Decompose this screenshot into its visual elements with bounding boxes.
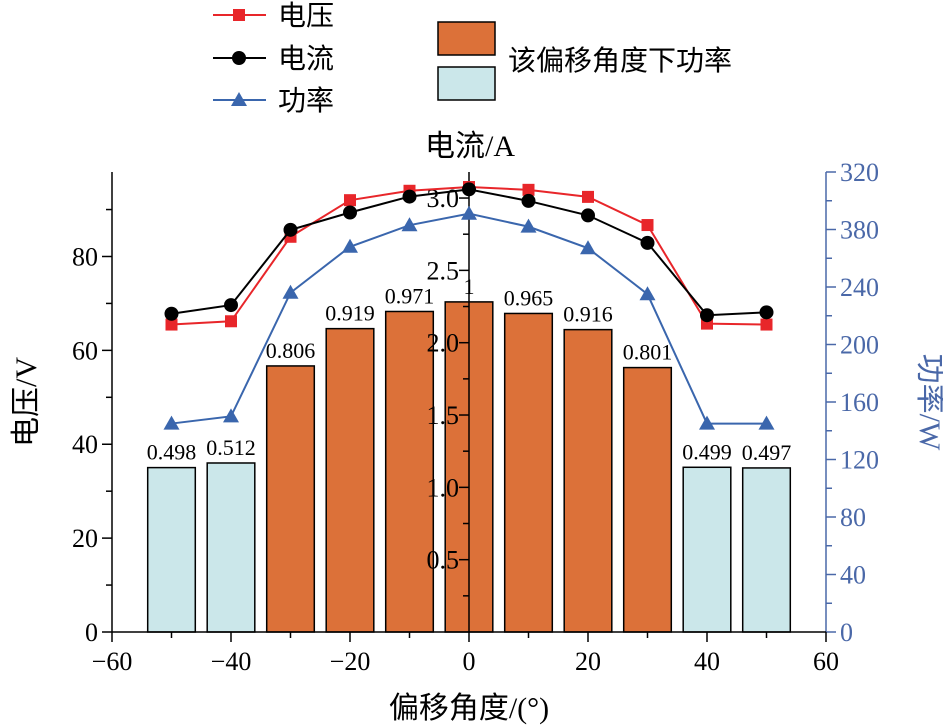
bar-label: 0.806 xyxy=(266,338,316,363)
bar-label: 0.916 xyxy=(563,302,613,327)
middle-tick-label: 1.0 xyxy=(427,473,460,502)
bar xyxy=(384,310,435,633)
data-point xyxy=(165,318,178,331)
bar-label: 0.965 xyxy=(504,285,554,310)
x-tick-label: 0 xyxy=(463,647,476,676)
bar xyxy=(503,312,554,633)
data-point xyxy=(699,415,715,430)
data-point xyxy=(283,222,298,237)
right-tick-label: 160 xyxy=(840,388,879,417)
x-tick-label: 20 xyxy=(575,647,601,676)
data-point xyxy=(344,194,356,207)
right-tick-label: 380 xyxy=(840,216,879,245)
data-point xyxy=(580,240,596,255)
right-tick-label: 120 xyxy=(840,446,879,475)
data-point xyxy=(223,408,239,423)
right-tick-label: 200 xyxy=(840,331,879,360)
data-point xyxy=(225,315,237,328)
data-point xyxy=(164,306,179,321)
right-tick-label: 80 xyxy=(840,503,866,532)
lines-group xyxy=(163,181,775,430)
x-tick-label: −60 xyxy=(92,647,133,676)
x-tick-label: 40 xyxy=(694,647,720,676)
bar-label: 0.497 xyxy=(742,440,792,465)
bar xyxy=(741,467,792,633)
right-tick-label: 40 xyxy=(840,561,866,590)
bar xyxy=(682,466,732,633)
middle-tick-label: 1.5 xyxy=(427,401,460,430)
axes-group: 020406080040801201602002403803200.51.01.… xyxy=(72,158,879,676)
bar-label: 0.512 xyxy=(206,435,256,460)
right-axis-label: 功率/W xyxy=(913,354,943,451)
data-point xyxy=(520,218,537,233)
left-tick-label: 20 xyxy=(72,524,98,553)
left-axis-label: 电压/V xyxy=(10,357,43,447)
x-tick-label: 60 xyxy=(813,647,839,676)
legend-marker xyxy=(231,92,247,106)
data-point xyxy=(343,205,357,220)
legend-bar-swatch-high xyxy=(437,21,496,56)
bar xyxy=(265,365,316,633)
bar xyxy=(206,462,256,633)
legend-label: 功率 xyxy=(278,85,334,117)
data-point xyxy=(639,286,656,301)
legend-label: 该偏移角度下功率 xyxy=(508,45,732,77)
bar-label: 0.919 xyxy=(325,301,375,326)
data-point xyxy=(282,284,299,299)
left-tick-label: 60 xyxy=(72,336,98,365)
middle-tick-label: 0.5 xyxy=(427,546,460,575)
legend-marker xyxy=(232,51,246,65)
bar xyxy=(622,366,673,633)
bar-label: 0.801 xyxy=(623,340,673,365)
data-point xyxy=(521,193,536,208)
data-point xyxy=(582,190,594,203)
data-point xyxy=(402,189,417,204)
data-point xyxy=(759,305,774,320)
right-tick-label: 320 xyxy=(840,158,879,187)
right-tick-label: 240 xyxy=(840,273,879,302)
data-point xyxy=(700,308,714,323)
middle-tick-label: 2.5 xyxy=(427,256,460,285)
bar-label: 0.971 xyxy=(385,283,435,308)
data-point xyxy=(581,208,595,223)
bar xyxy=(563,328,613,633)
data-point xyxy=(758,415,775,430)
legend-label: 电流 xyxy=(278,43,334,75)
data-point xyxy=(342,238,358,253)
bar xyxy=(146,466,197,633)
bar xyxy=(325,327,375,633)
bar-label: 0.498 xyxy=(147,440,197,465)
data-point xyxy=(641,219,654,232)
left-tick-label: 0 xyxy=(85,618,98,647)
left-tick-label: 40 xyxy=(72,430,98,459)
data-point xyxy=(224,298,238,313)
data-point xyxy=(462,182,476,197)
legend-bar-swatch-low xyxy=(437,66,496,101)
data-point xyxy=(640,235,655,250)
middle-axis-label: 电流/A xyxy=(425,130,515,163)
middle-tick-label: 2.0 xyxy=(427,329,460,358)
x-tick-label: −20 xyxy=(330,647,371,676)
data-point xyxy=(522,183,535,196)
data-point xyxy=(401,217,418,232)
x-tick-label: −40 xyxy=(211,647,252,676)
x-axis-label: 偏移角度/(°) xyxy=(389,692,549,725)
right-tick-label: 0 xyxy=(840,618,853,647)
left-tick-label: 80 xyxy=(72,242,98,271)
legend-label: 电压 xyxy=(278,0,334,32)
legend-marker xyxy=(233,9,245,21)
data-point xyxy=(760,318,773,331)
data-point xyxy=(461,205,477,220)
data-point xyxy=(163,415,180,430)
bar-label: 0.499 xyxy=(682,439,732,464)
